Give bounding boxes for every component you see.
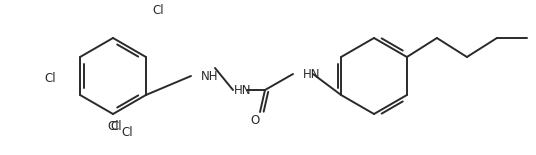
Text: Cl: Cl (121, 126, 133, 140)
Text: Cl: Cl (152, 4, 164, 16)
Text: Cl: Cl (110, 120, 122, 133)
Text: Cl: Cl (107, 120, 119, 133)
Text: NH: NH (201, 69, 219, 82)
Text: HN: HN (303, 67, 321, 80)
Text: O: O (250, 115, 259, 128)
Text: HN: HN (234, 84, 251, 97)
Text: Cl: Cl (44, 71, 56, 84)
